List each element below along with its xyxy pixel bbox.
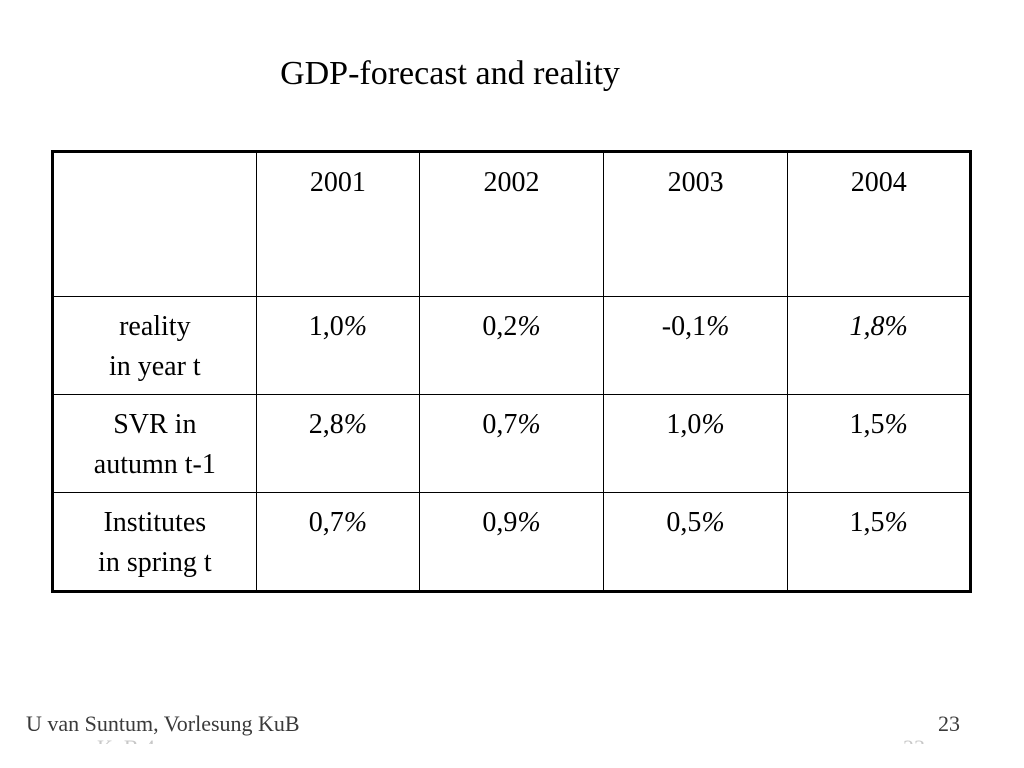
- cell-unit: %: [706, 311, 730, 343]
- cell-unit: %: [343, 409, 368, 441]
- cell-number: 1,0: [308, 311, 344, 343]
- footer-ghost-right: 23: [903, 734, 925, 744]
- column-header-2002: 2002: [419, 150, 604, 298]
- table-cell: 1,5%: [787, 394, 971, 493]
- column-header-2003: 2003: [602, 150, 789, 298]
- cell-unit: %: [517, 409, 541, 441]
- footer-page-number: 23: [938, 711, 960, 736]
- cell-number: 2,8: [308, 409, 344, 441]
- table-cell: 0,2%: [419, 296, 604, 396]
- table-row: SVR in autumn t-1 2,8% 0,7% 1,0% 1,5%: [52, 394, 971, 493]
- table-cell: 0,7%: [255, 492, 421, 592]
- row-label-line: reality: [119, 311, 191, 343]
- row-label-line: in year t: [108, 351, 201, 383]
- row-label-reality: reality in year t: [52, 296, 257, 396]
- cell-unit: %: [517, 507, 541, 538]
- table-row: reality in year t 1,0% 0,2% -0,1% 1,8%: [52, 296, 971, 396]
- cell-number: 1,0: [666, 409, 702, 441]
- slide-title: GDP-forecast and reality: [0, 52, 900, 96]
- cell-number: 1,8%: [849, 311, 908, 343]
- slide-title-text: GDP-forecast and reality: [280, 55, 620, 92]
- table-cell: 0,5%: [602, 492, 789, 592]
- table-cell: 1,5%: [787, 492, 971, 592]
- cell-unit: %: [343, 507, 368, 538]
- table-cell: -0,1%: [602, 296, 789, 396]
- table-cell: 0,7%: [419, 394, 604, 493]
- column-header-2004: 2004: [787, 150, 971, 298]
- cell-number: 0,7: [482, 409, 518, 441]
- cell-unit: %: [517, 311, 541, 343]
- cell-unit: %: [884, 409, 908, 441]
- cell-number: 1,5: [849, 507, 885, 538]
- table-header-row: 2001 2002 2003 2004: [52, 150, 971, 298]
- footer-author: U van Suntum, Vorlesung KuB: [26, 711, 300, 736]
- cell-unit: %: [701, 409, 725, 441]
- row-label-line: Institutes: [103, 507, 207, 538]
- cell-number: 0,9: [482, 507, 518, 538]
- cell-number: 0,7: [308, 507, 344, 538]
- table-cell: 2,8%: [255, 394, 421, 493]
- row-label-svr: SVR in autumn t-1: [52, 394, 257, 493]
- cell-number: 1,5: [849, 409, 885, 441]
- cell-number: 0,5: [666, 507, 702, 538]
- row-label-line: SVR in: [113, 409, 197, 441]
- cell-unit: %: [701, 507, 725, 538]
- table-cell: 1,0%: [255, 296, 421, 396]
- footer-ghost-left: KuB 4: [97, 734, 155, 744]
- cell-number: -0,1: [661, 311, 707, 343]
- cell-unit: %: [884, 507, 908, 538]
- gdp-forecast-table: 2001 2002 2003 2004 reality in year t 1,…: [51, 150, 972, 593]
- row-label-institutes: Institutes in spring t: [52, 492, 257, 592]
- cell-number: 0,2: [482, 311, 518, 343]
- table-corner-cell: [52, 150, 257, 298]
- table-row: Institutes in spring t 0,7% 0,9% 0,5% 1,…: [52, 492, 971, 592]
- table-cell: 1,0%: [602, 394, 789, 493]
- row-label-line: in spring t: [98, 547, 212, 578]
- table-cell: 0,9%: [419, 492, 604, 592]
- column-header-2001: 2001: [255, 150, 421, 298]
- row-label-line: autumn t-1: [93, 449, 216, 481]
- cell-unit: %: [343, 311, 368, 343]
- table-cell: 1,8%: [787, 296, 971, 396]
